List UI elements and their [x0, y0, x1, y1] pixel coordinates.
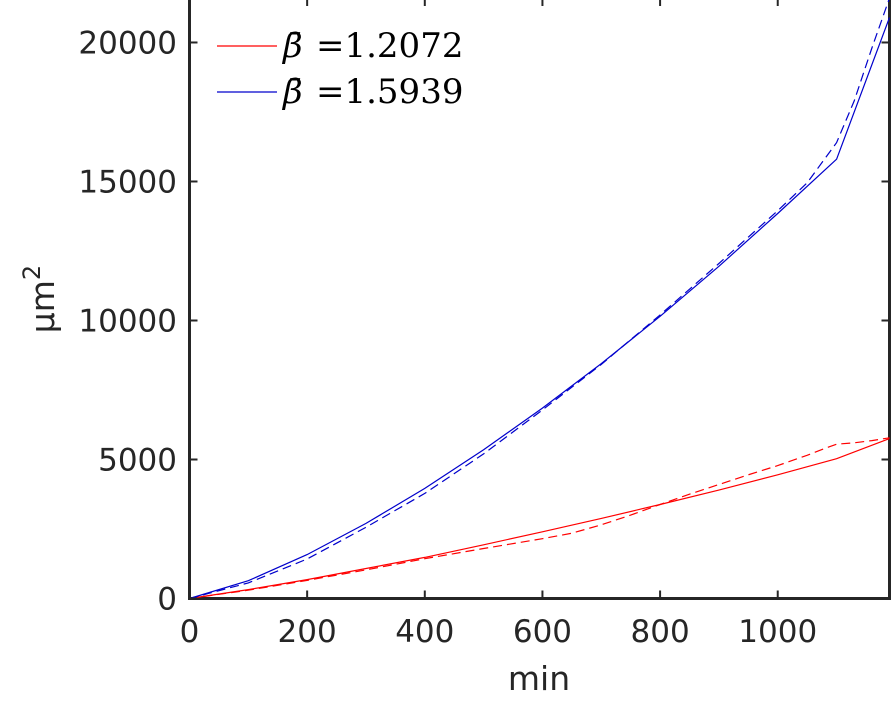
x-tick-label: 1000: [738, 614, 817, 650]
y-tick-label: 0: [157, 582, 177, 618]
x-tick-label: 400: [395, 614, 454, 650]
svg-text:μm2: μm2: [18, 265, 62, 333]
x-tick-label: 200: [278, 614, 337, 650]
y-axis: 0 5000 10000 15000 20000: [78, 25, 890, 618]
y-axis-title: μm2: [18, 265, 62, 333]
y-tick-label: 5000: [98, 442, 177, 478]
series-1: [189, 437, 890, 600]
x-tick-label: 800: [631, 614, 690, 650]
series-1-fit-line: [189, 438, 890, 600]
legend-symbol: β̄: [281, 72, 303, 112]
y-tick-label: 20000: [78, 25, 177, 61]
x-tick-label: 0: [180, 614, 200, 650]
legend-item-2: β̄ =1.5939: [217, 72, 463, 112]
legend-item-1: β̄ =1.2072: [217, 26, 463, 66]
legend: β̄ =1.2072 β̄ =1.5939: [217, 26, 463, 112]
y-axis-title-exponent: 2: [18, 265, 46, 280]
x-axis: 0 200 400 600 800 1000: [180, 0, 817, 650]
series-2-fit-line: [189, 17, 891, 600]
x-axis-title: min: [508, 659, 570, 698]
y-axis-title-unit: μm: [23, 280, 62, 333]
legend-label: =1.5939: [316, 72, 463, 112]
x-tick-label: 600: [513, 614, 572, 650]
series-2: [189, 0, 891, 600]
plot-frame: [188, 0, 891, 600]
y-tick-label: 10000: [78, 303, 177, 339]
series-2-data-line: [189, 0, 890, 600]
series-1-data-line: [189, 437, 890, 600]
y-tick-label: 15000: [78, 164, 177, 200]
legend-symbol: β̄: [281, 26, 303, 66]
series-layer: [189, 0, 891, 600]
legend-label: =1.2072: [316, 26, 463, 66]
